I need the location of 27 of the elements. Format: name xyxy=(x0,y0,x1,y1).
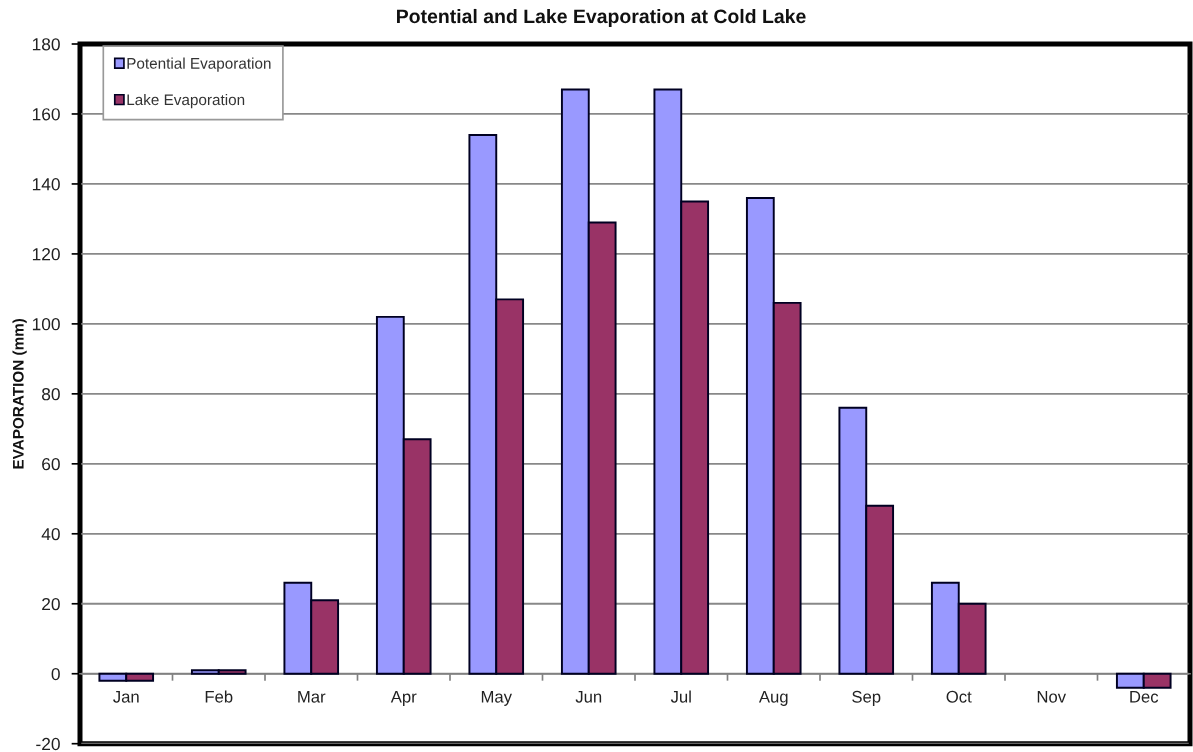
y-tick-label: 40 xyxy=(41,527,60,541)
legend-label: Lake Evaporation xyxy=(127,93,245,109)
x-tick-label: Oct xyxy=(946,690,972,703)
x-tick-label: Aug xyxy=(758,691,788,706)
x-tick-label: Nov xyxy=(1037,691,1067,703)
chart-title: Potential and Lake Evaporation at Cold Lake xyxy=(397,8,806,28)
y-tick-label: 60 xyxy=(42,457,60,471)
x-tick-label: Jan xyxy=(113,691,139,703)
y-tick-label: 20 xyxy=(42,597,60,611)
y-tick-label: -20 xyxy=(36,737,60,751)
y-axis-title: EVAPORATION (mm) xyxy=(12,318,27,469)
x-tick-label: Jul xyxy=(670,690,691,703)
x-tick-label: Feb xyxy=(205,690,233,703)
x-tick-label: Jun xyxy=(575,691,602,703)
x-tick-label: Sep xyxy=(852,690,881,706)
y-tick-label: 120 xyxy=(32,248,60,261)
y-tick-label: 160 xyxy=(32,108,60,121)
y-tick-label: 100 xyxy=(32,318,60,331)
x-tick-label: May xyxy=(481,691,512,706)
y-tick-label: 140 xyxy=(32,178,60,191)
y-tick-label: 80 xyxy=(42,388,60,401)
x-tick-label: Dec xyxy=(1130,691,1159,703)
x-tick-label: Apr xyxy=(390,691,417,706)
x-tick-label: Mar xyxy=(298,691,326,703)
legend-label: Potential Evaporation xyxy=(127,57,271,72)
y-tick-label: 0 xyxy=(51,667,60,681)
y-tick-label: 180 xyxy=(32,38,60,51)
